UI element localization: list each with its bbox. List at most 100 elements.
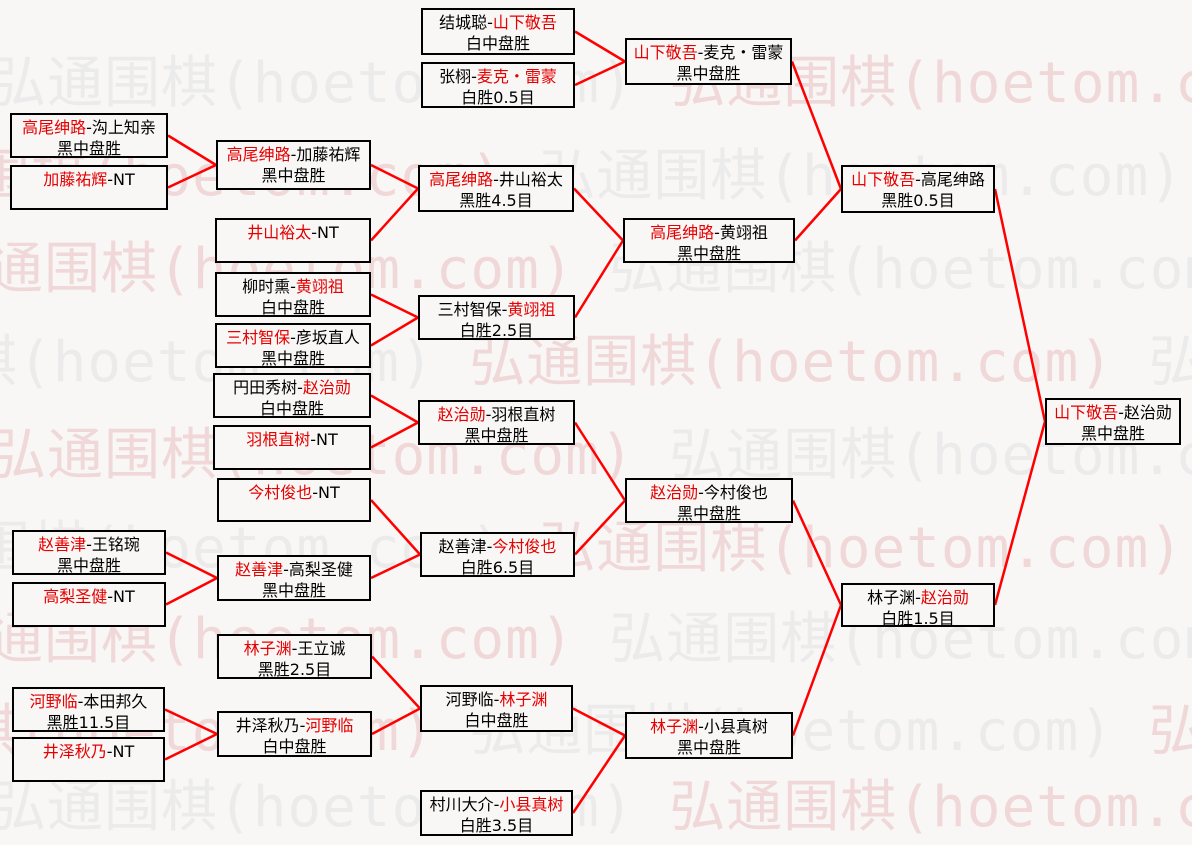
player2-name: 小县真树 <box>499 795 564 814</box>
watermark-row: 弘通围棋(hoetom.com) 弘通围棋(hoetom.com) 弘通围棋(h… <box>0 686 1192 767</box>
match-result: 黑胜11.5目 <box>46 713 131 732</box>
player1-name: 井泽秋乃 <box>235 716 300 735</box>
watermark-row: 弘通围棋(hoetom.com) 弘通围棋(hoetom.com) 弘通围棋(h… <box>0 594 1192 675</box>
match-players: 井泽秋乃-河野临 <box>219 715 370 736</box>
match-result: 白中盘胜 <box>262 737 327 756</box>
player-separator: - <box>311 223 318 242</box>
player1-name: 林子渊 <box>867 588 916 607</box>
match-players: 三村智保-黄翊祖 <box>420 299 573 320</box>
player2-name: NT <box>317 223 339 242</box>
match-players: 赵治勋-今村俊也 <box>627 482 791 503</box>
player2-name: 麦克・雷蒙 <box>703 43 784 62</box>
match-result: 白中盘胜 <box>260 298 325 317</box>
player-separator: - <box>486 537 493 556</box>
player-separator: - <box>297 378 303 397</box>
player2-name: NT <box>112 742 135 761</box>
player-separator: - <box>493 690 500 709</box>
player2-name: 林子渊 <box>499 690 548 709</box>
player2-name: 赵治勋 <box>302 378 351 397</box>
player-separator: - <box>714 223 720 242</box>
match-players: 井山裕太-NT <box>217 222 369 243</box>
player-separator: - <box>471 67 477 86</box>
match-box-r1-lin-wang: 林子渊-王立诚 黑胜2.5目 <box>217 634 372 679</box>
match-result: 黑中盘胜 <box>676 504 741 523</box>
match-result: 白中盘胜 <box>465 34 530 53</box>
player2-name: 本田邦久 <box>83 692 148 711</box>
match-players: 林子渊-王立诚 <box>219 638 370 659</box>
match-box-r4-takao-ko: 高尾绅路-黄翊祖 黑中盘胜 <box>623 218 795 263</box>
player2-name: NT <box>316 430 338 449</box>
player-separator: - <box>291 639 298 658</box>
match-box-r1-sonoda-cho: 円田秀树-赵治勋 白中盘胜 <box>213 373 371 418</box>
watermark-row: 弘通围棋(hoetom.com) 弘通围棋(hoetom.com) 弘通围棋(h… <box>0 131 1192 212</box>
player1-name: 今村俊也 <box>248 483 313 502</box>
match-result: 白中盘胜 <box>464 711 529 730</box>
player1-name: 村川大介 <box>429 795 494 814</box>
player-separator: - <box>107 170 114 189</box>
player2-name: 今村俊也 <box>492 537 557 556</box>
match-players: 三村智保-彦坂直人 <box>217 327 369 348</box>
player-separator: - <box>501 300 508 319</box>
player1-name: 河野临 <box>29 692 78 711</box>
match-result: 黑中盘胜 <box>56 139 121 158</box>
player1-name: 山下敬吾 <box>633 43 698 62</box>
match-box-sf-yamashita-takao: 山下敬吾-高尾绅路 黑胜0.5目 <box>841 165 995 213</box>
player1-name: 高尾绅路 <box>22 118 87 137</box>
watermark-text: 弘通围棋(hoetom.com) <box>1148 699 1192 764</box>
player2-name: 高尾绅路 <box>920 170 985 189</box>
match-result: 黑中盘胜 <box>1080 424 1145 443</box>
match-box-r4-cho-imamura: 赵治勋-今村俊也 黑中盘胜 <box>625 478 793 523</box>
match-result: 黑中盘胜 <box>56 556 121 575</box>
player-separator: - <box>290 328 296 347</box>
match-result: 白胜1.5目 <box>881 609 955 628</box>
match-players: 高梨圣健-NT <box>14 586 164 607</box>
player1-name: 山下敬吾 <box>1054 403 1119 422</box>
watermark-row: 弘通围棋(hoetom.com) 弘通围棋(hoetom.com) 弘通围棋(h… <box>0 410 1192 491</box>
player-separator: - <box>283 560 289 579</box>
player2-name: 今村俊也 <box>703 483 768 502</box>
player1-name: 张栩 <box>439 67 472 86</box>
match-box-r1-hane-nt: 羽根直树-NT <box>213 425 371 470</box>
match-players: 羽根直树-NT <box>215 429 369 450</box>
match-players: 结城聪-山下敬吾 <box>423 12 573 33</box>
player2-name: 沟上知亲 <box>91 118 156 137</box>
player2-name: 河野临 <box>305 716 354 735</box>
match-box-r3-chou-imamura: 赵善津-今村俊也 白胜6.5目 <box>420 532 575 577</box>
match-players: 赵善津-今村俊也 <box>422 536 573 557</box>
match-box-final-yamashita-cho: 山下敬吾-赵治勋 黑中盘胜 <box>1045 398 1181 445</box>
match-players: 河野临-林子渊 <box>422 689 571 710</box>
player2-name: 王铭琬 <box>91 535 140 554</box>
player1-name: 三村智保 <box>437 300 502 319</box>
player2-name: 小县真树 <box>703 717 768 736</box>
player1-name: 赵治勋 <box>650 483 699 502</box>
player2-name: 山下敬吾 <box>492 13 557 32</box>
player-separator: - <box>290 277 296 296</box>
match-players: 赵善津-王铭琬 <box>14 534 164 555</box>
match-box-r3-takao-iyama: 高尾绅路-井山裕太 黑胜4.5目 <box>418 165 574 212</box>
watermark-row: 弘通围棋(hoetom.com) 弘通围棋(hoetom.com) 弘通围棋(h… <box>0 224 1192 305</box>
match-box-r1-zhang-michael: 张栩-麦克・雷蒙 白胜0.5目 <box>421 62 575 108</box>
match-box-r1-murakawa-ogata: 村川大介-小县真树 白胜3.5目 <box>420 790 573 836</box>
player2-name: 黄翊祖 <box>719 223 768 242</box>
match-box-r1-kato-nt: 加藤祐辉-NT <box>10 165 168 210</box>
player1-name: 高尾绅路 <box>429 170 494 189</box>
player2-name: 羽根直树 <box>491 405 556 424</box>
watermark-row: 弘通围棋(hoetom.com) 弘通围棋(hoetom.com) 弘通围棋(h… <box>0 503 1192 584</box>
player-separator: - <box>107 587 114 606</box>
player1-name: 加藤祐辉 <box>43 170 108 189</box>
player2-name: NT <box>318 483 340 502</box>
match-box-r1-takao-mizokami: 高尾绅路-沟上知亲 黑中盘胜 <box>10 113 168 158</box>
player2-name: 加藤祐辉 <box>296 145 361 164</box>
match-box-r1-mimura-hikosaka: 三村智保-彦坂直人 黑中盘胜 <box>215 323 371 368</box>
match-box-r2-izawa-kono: 井泽秋乃-河野临 白中盘胜 <box>217 711 372 757</box>
match-result: 黑中盘胜 <box>261 166 326 185</box>
player2-name: 赵治勋 <box>920 588 969 607</box>
watermark-text: 弘通围棋(hoetom.com) <box>1148 330 1192 395</box>
match-result: 黑胜0.5目 <box>881 191 955 210</box>
player1-name: 円田秀树 <box>233 378 298 397</box>
player-separator: - <box>290 145 297 164</box>
player1-name: 高尾绅路 <box>650 223 715 242</box>
match-result: 黑胜2.5目 <box>257 660 332 679</box>
